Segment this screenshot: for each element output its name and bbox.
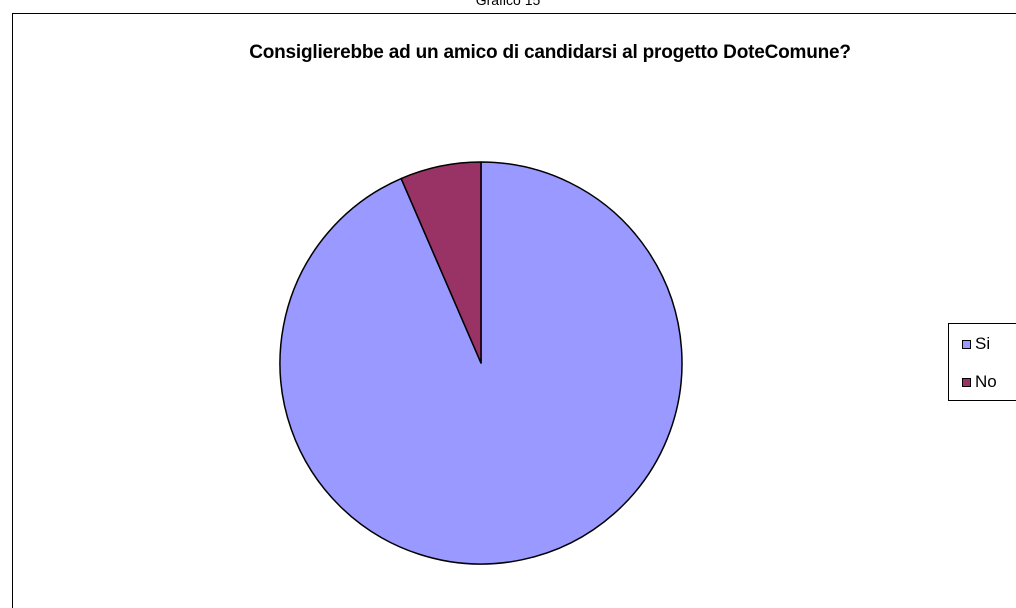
figure-caption: Grafico 15: [475, 0, 541, 8]
legend-swatch-no: [962, 377, 971, 387]
legend-label-si: Si: [975, 334, 991, 353]
legend-label-no: No: [975, 372, 997, 391]
legend-item-no: No: [962, 372, 997, 392]
legend-item-si: Si: [962, 334, 990, 354]
chart-legend: Si No: [948, 323, 1016, 401]
chart-title: Consiglierebbe ad un amico di candidarsi…: [249, 42, 851, 63]
legend-swatch-si: [962, 339, 971, 349]
pie-slice-si: [279, 161, 683, 565]
pie-slice-no: [400, 161, 482, 364]
